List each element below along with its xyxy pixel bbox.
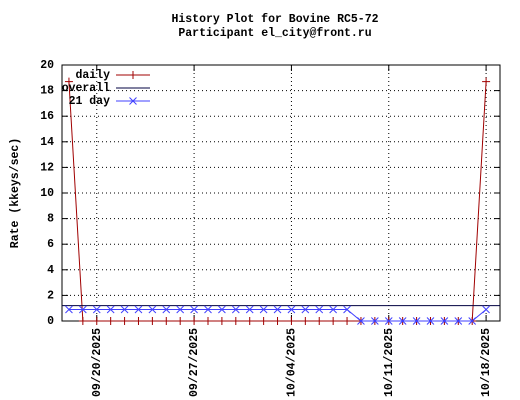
data-point — [357, 317, 365, 325]
data-point — [148, 317, 157, 325]
chart-subtitle: Participant el_city@front.ru — [178, 27, 371, 40]
data-point — [204, 317, 212, 325]
data-point — [287, 317, 296, 325]
data-point — [162, 305, 171, 314]
data-point — [301, 305, 310, 314]
data-point — [454, 317, 463, 325]
y-tick-label: 20 — [40, 59, 54, 72]
y-axis-label: Rate (kkeys/sec) — [9, 138, 22, 248]
data-point — [329, 305, 337, 314]
y-tick-label: 0 — [47, 315, 54, 328]
x-tick-label: 10/18/2025 — [480, 328, 493, 397]
data-point — [190, 305, 198, 314]
y-tick-label: 16 — [40, 110, 54, 123]
data-point — [315, 305, 324, 314]
data-point — [204, 305, 212, 314]
data-point — [273, 305, 282, 314]
series-line — [68, 81, 487, 322]
data-point — [384, 317, 393, 325]
data-point — [273, 317, 282, 325]
data-point — [259, 305, 268, 314]
y-tick-label: 8 — [47, 213, 54, 226]
data-point — [106, 305, 115, 314]
data-point — [190, 317, 199, 325]
y-tick-label: 2 — [47, 289, 54, 302]
data-point — [231, 305, 240, 314]
data-point — [176, 305, 185, 314]
data-point — [78, 317, 87, 325]
data-point — [65, 305, 73, 314]
data-point — [106, 317, 115, 325]
legend-label: daily — [75, 69, 110, 82]
data-point — [259, 317, 268, 325]
legend-label: overall — [62, 82, 110, 95]
y-tick-label: 4 — [47, 264, 54, 277]
legend-label: 21 day — [69, 95, 111, 108]
data-point — [64, 77, 73, 86]
legend-marker — [129, 71, 137, 79]
data-point — [301, 317, 310, 325]
data-point — [176, 317, 185, 325]
data-point — [426, 317, 435, 325]
data-point — [217, 317, 226, 325]
data-point — [287, 305, 296, 314]
data-point — [120, 317, 129, 325]
x-tick-label: 10/11/2025 — [383, 328, 396, 397]
data-point — [218, 305, 226, 314]
data-point — [120, 305, 129, 314]
y-tick-label: 10 — [40, 187, 54, 200]
data-point — [134, 317, 143, 325]
data-point — [315, 317, 324, 325]
data-point — [245, 305, 254, 314]
data-point — [134, 305, 143, 314]
x-tick-label: 09/20/2025 — [91, 328, 104, 397]
data-point — [343, 305, 351, 314]
y-tick-label: 6 — [47, 238, 54, 251]
legend-marker — [129, 97, 137, 105]
data-point — [92, 305, 101, 314]
data-point — [482, 77, 491, 86]
data-point — [245, 317, 254, 325]
data-point — [148, 305, 157, 314]
data-point — [468, 317, 477, 325]
data-point — [371, 317, 379, 325]
data-point — [398, 317, 407, 325]
data-point — [440, 317, 449, 325]
data-point — [92, 317, 101, 325]
data-point — [412, 317, 421, 325]
data-point — [482, 305, 490, 314]
x-tick-label: 09/27/2025 — [188, 328, 201, 397]
y-tick-label: 18 — [40, 85, 54, 98]
y-tick-label: 14 — [40, 136, 54, 149]
y-tick-label: 12 — [40, 161, 54, 174]
data-point — [79, 305, 87, 314]
data-point — [162, 317, 171, 325]
data-point — [329, 317, 338, 325]
chart-title: History Plot for Bovine RC5-72 — [171, 13, 378, 26]
data-point — [343, 317, 352, 325]
data-point — [231, 317, 240, 325]
x-tick-label: 10/04/2025 — [285, 328, 298, 397]
